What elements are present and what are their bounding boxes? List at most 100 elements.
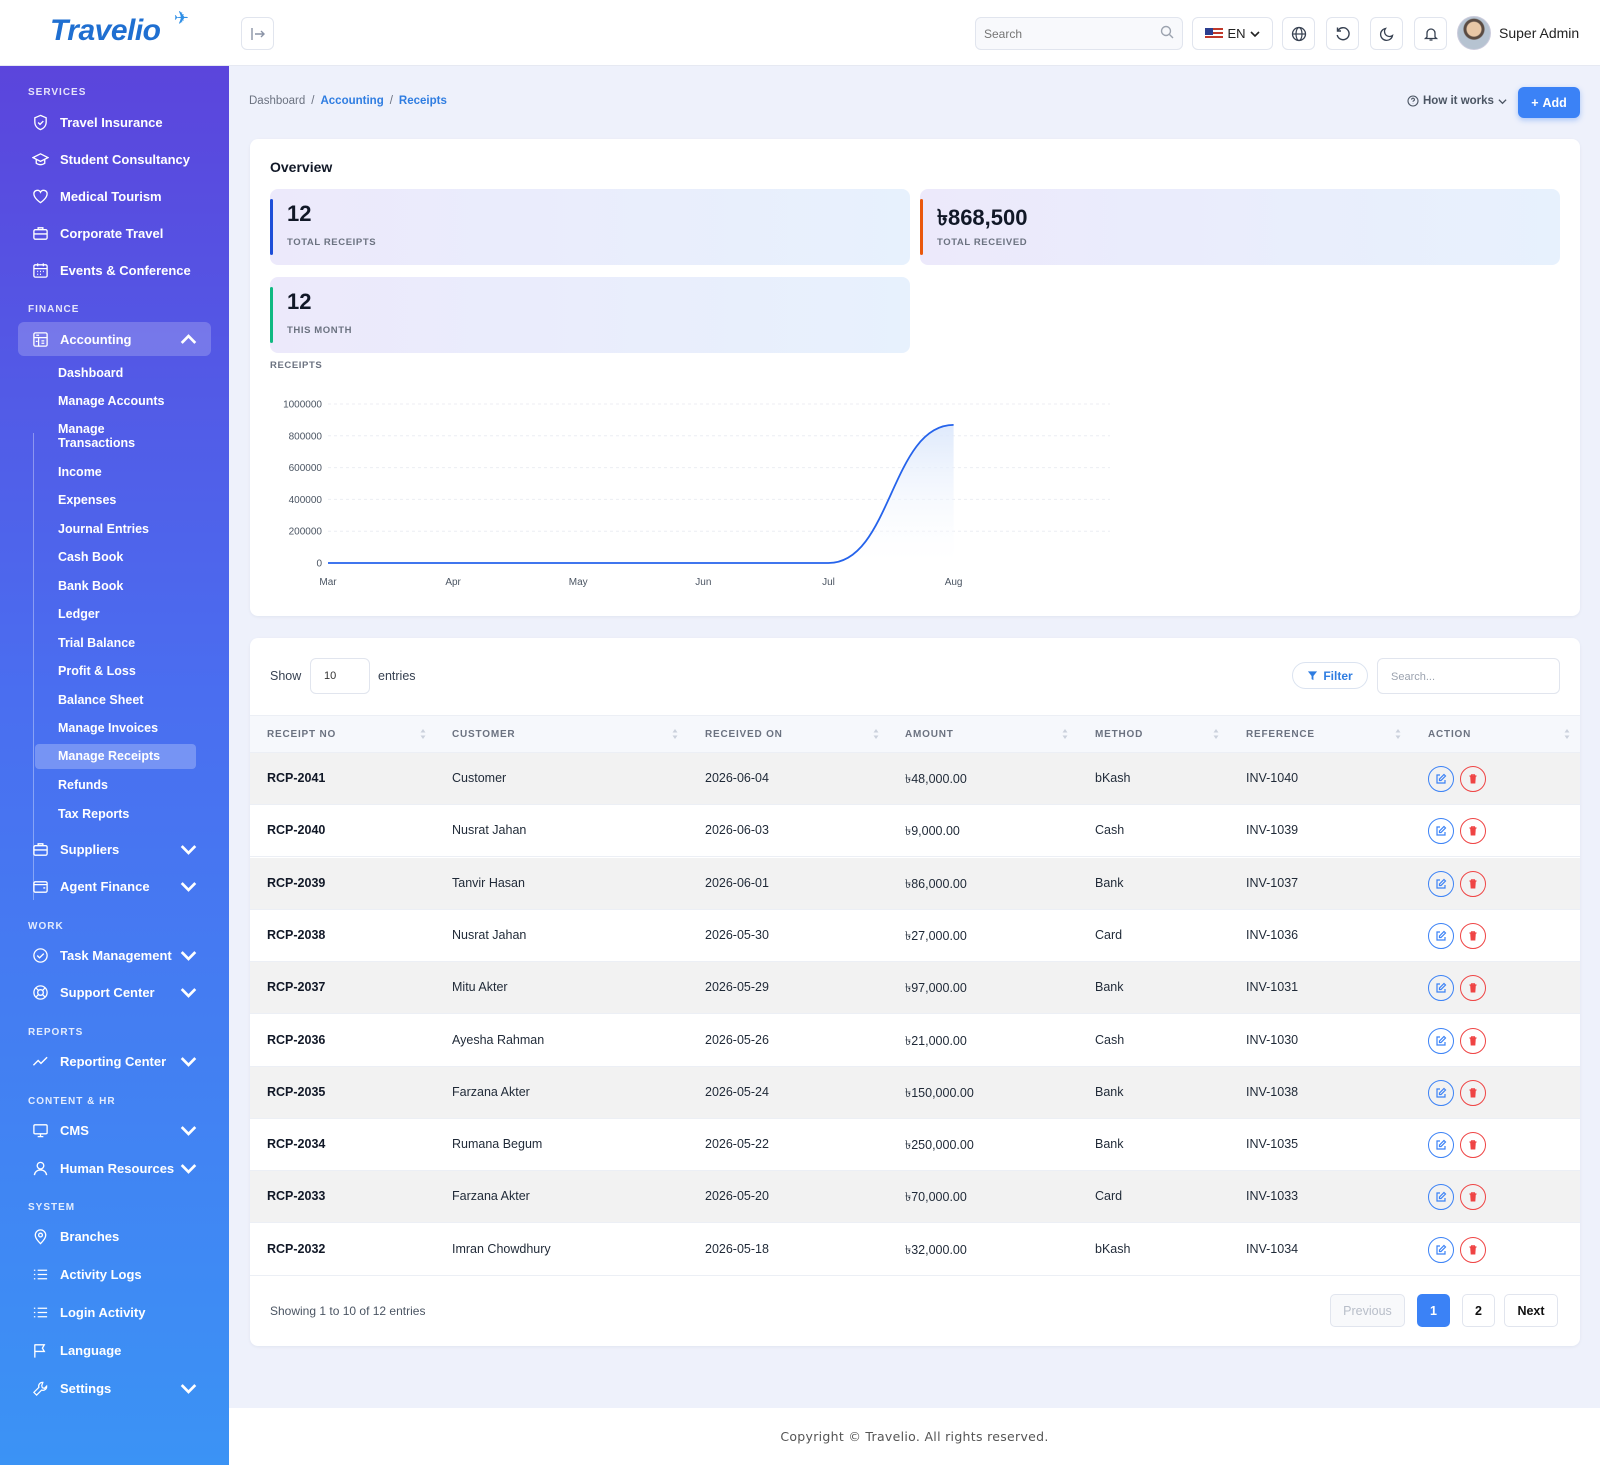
refresh-button[interactable] bbox=[1326, 17, 1359, 50]
edit-button[interactable] bbox=[1428, 1079, 1454, 1106]
cell-reference: INV-1040 bbox=[1246, 771, 1299, 785]
sort-icon[interactable] bbox=[1395, 728, 1401, 740]
theme-toggle-button[interactable] bbox=[1370, 17, 1403, 50]
sidebar-item-cms[interactable]: CMS bbox=[32, 1115, 197, 1145]
brand-logo[interactable]: Travelio ✈ bbox=[50, 8, 189, 47]
sidebar-item-suppliers[interactable]: Suppliers bbox=[32, 834, 197, 864]
delete-button[interactable] bbox=[1460, 975, 1486, 1002]
notifications-button[interactable] bbox=[1414, 17, 1447, 50]
submenu-item-expenses[interactable]: Expenses bbox=[58, 493, 117, 507]
pagination-page-2[interactable]: 2 bbox=[1462, 1294, 1495, 1327]
submenu-item-ledger[interactable]: Ledger bbox=[58, 607, 100, 621]
edit-button[interactable] bbox=[1428, 818, 1454, 845]
delete-button[interactable] bbox=[1460, 1132, 1486, 1159]
sidebar-item-human-resources[interactable]: Human Resources bbox=[32, 1153, 197, 1183]
delete-button[interactable] bbox=[1460, 1027, 1486, 1054]
sidebar-item-login-activity[interactable]: Login Activity bbox=[32, 1297, 145, 1327]
sidebar-item-reporting-center[interactable]: Reporting Center bbox=[32, 1046, 197, 1076]
sidebar-item-student-consultancy[interactable]: Student Consultancy bbox=[32, 144, 190, 174]
sort-icon[interactable] bbox=[420, 728, 426, 740]
sidebar-item-accounting[interactable]: Accounting bbox=[18, 322, 211, 356]
sidebar-item-corporate-travel[interactable]: Corporate Travel bbox=[32, 218, 163, 248]
sort-icon[interactable] bbox=[672, 728, 678, 740]
delete-button[interactable] bbox=[1460, 870, 1486, 897]
sidebar-item-events-conference[interactable]: Events & Conference bbox=[32, 255, 191, 285]
global-search-input[interactable] bbox=[976, 18, 1146, 49]
stat-total-receipts: 12 TOTAL RECEIPTS bbox=[270, 189, 910, 265]
globe-button[interactable] bbox=[1282, 17, 1315, 50]
submenu-item-trial-balance[interactable]: Trial Balance bbox=[58, 636, 136, 650]
edit-button[interactable] bbox=[1428, 922, 1454, 949]
how-it-works-dropdown[interactable]: How it works bbox=[1407, 95, 1507, 107]
delete-button[interactable] bbox=[1460, 766, 1486, 792]
pagination-next[interactable]: Next bbox=[1504, 1294, 1558, 1327]
cell-received-on: 2026-05-20 bbox=[705, 1189, 769, 1204]
add-receipt-button[interactable]: + Add bbox=[1518, 87, 1580, 118]
edit-button[interactable] bbox=[1428, 1132, 1454, 1159]
sidebar-item-activity-logs[interactable]: Activity Logs bbox=[32, 1259, 142, 1289]
submenu-item-income[interactable]: Income bbox=[58, 465, 102, 479]
breadcrumb-home[interactable]: Dashboard bbox=[249, 95, 306, 107]
sidebar-item-support-center[interactable]: Support Center bbox=[32, 977, 197, 1007]
submenu-item-manage-transactions[interactable]: Manage Transactions bbox=[58, 422, 136, 450]
column-received-on[interactable]: RECEIVED ON bbox=[705, 729, 783, 740]
page-size-select[interactable]: 10 bbox=[310, 658, 370, 694]
delete-button[interactable] bbox=[1460, 818, 1486, 845]
column-amount[interactable]: AMOUNT bbox=[905, 729, 954, 740]
breadcrumb: Dashboard / Accounting / Receipts bbox=[249, 95, 447, 107]
submenu-item-tax-reports[interactable]: Tax Reports bbox=[58, 807, 130, 821]
edit-button[interactable] bbox=[1428, 1184, 1454, 1211]
language-select[interactable]: EN bbox=[1192, 17, 1273, 50]
chevron-down-icon bbox=[180, 881, 197, 892]
submenu-item-manage-accounts[interactable]: Manage Accounts bbox=[58, 394, 165, 408]
delete-button[interactable] bbox=[1460, 1236, 1486, 1263]
submenu-item-dashboard[interactable]: Dashboard bbox=[58, 366, 124, 380]
filter-button[interactable]: Filter bbox=[1292, 662, 1368, 689]
column-reference[interactable]: REFERENCE bbox=[1246, 729, 1315, 740]
sidebar-item-agent-finance[interactable]: Agent Finance bbox=[32, 871, 197, 901]
sort-icon[interactable] bbox=[1062, 728, 1068, 740]
user-menu[interactable]: Super Admin bbox=[1457, 16, 1579, 50]
submenu-item-refunds[interactable]: Refunds bbox=[58, 778, 108, 792]
sort-icon[interactable] bbox=[1213, 728, 1219, 740]
sidebar-item-medical-tourism[interactable]: Medical Tourism bbox=[32, 181, 162, 211]
list-icon bbox=[33, 1269, 48, 1279]
sidebar-item-task-management[interactable]: Task Management bbox=[32, 940, 197, 970]
column-receipt-no[interactable]: RECEIPT NO bbox=[267, 729, 337, 740]
global-search[interactable] bbox=[975, 17, 1183, 50]
edit-button[interactable] bbox=[1428, 766, 1454, 792]
table-search-input[interactable]: Search... bbox=[1377, 658, 1560, 694]
column-method[interactable]: METHOD bbox=[1095, 729, 1144, 740]
sidebar-item-branches[interactable]: Branches bbox=[32, 1221, 119, 1251]
submenu-item-profit-loss[interactable]: Profit & Loss bbox=[58, 664, 136, 678]
submenu-item-cash-book[interactable]: Cash Book bbox=[58, 550, 124, 564]
submenu-item-manage-invoices[interactable]: Manage Invoices bbox=[58, 721, 159, 735]
chevron-down-icon bbox=[180, 1125, 197, 1136]
section-label: FINANCE bbox=[28, 304, 80, 315]
edit-button[interactable] bbox=[1428, 870, 1454, 897]
sidebar-item-language[interactable]: Language bbox=[32, 1335, 121, 1365]
graduation-cap-icon bbox=[32, 152, 49, 165]
edit-button[interactable] bbox=[1428, 1027, 1454, 1054]
submenu-item-bank-book[interactable]: Bank Book bbox=[58, 579, 124, 593]
edit-button[interactable] bbox=[1428, 975, 1454, 1002]
column-customer[interactable]: CUSTOMER bbox=[452, 729, 516, 740]
sidebar-item-label: Settings bbox=[60, 1380, 112, 1396]
sidebar-item-travel-insurance[interactable]: Travel Insurance bbox=[32, 107, 163, 137]
cell-amount: ৳48,000.00 bbox=[905, 772, 967, 786]
delete-button[interactable] bbox=[1460, 1184, 1486, 1211]
edit-button[interactable] bbox=[1428, 1236, 1454, 1263]
submenu-item-manage-receipts[interactable]: Manage Receipts bbox=[35, 744, 196, 769]
cell-receipt-no: RCP-2033 bbox=[267, 1189, 326, 1204]
sort-icon[interactable] bbox=[1564, 728, 1570, 740]
sidebar-item-settings[interactable]: Settings bbox=[32, 1373, 197, 1403]
sidebar-toggle-button[interactable] bbox=[241, 17, 274, 50]
pagination-page-1[interactable]: 1 bbox=[1417, 1294, 1450, 1327]
pagination-previous[interactable]: Previous bbox=[1330, 1294, 1405, 1327]
sort-icon[interactable] bbox=[873, 728, 879, 740]
submenu-item-balance-sheet[interactable]: Balance Sheet bbox=[58, 693, 144, 707]
delete-button[interactable] bbox=[1460, 1079, 1486, 1106]
breadcrumb-accounting[interactable]: Accounting bbox=[320, 95, 384, 107]
delete-button[interactable] bbox=[1460, 922, 1486, 949]
submenu-item-journal-entries[interactable]: Journal Entries bbox=[58, 522, 149, 536]
